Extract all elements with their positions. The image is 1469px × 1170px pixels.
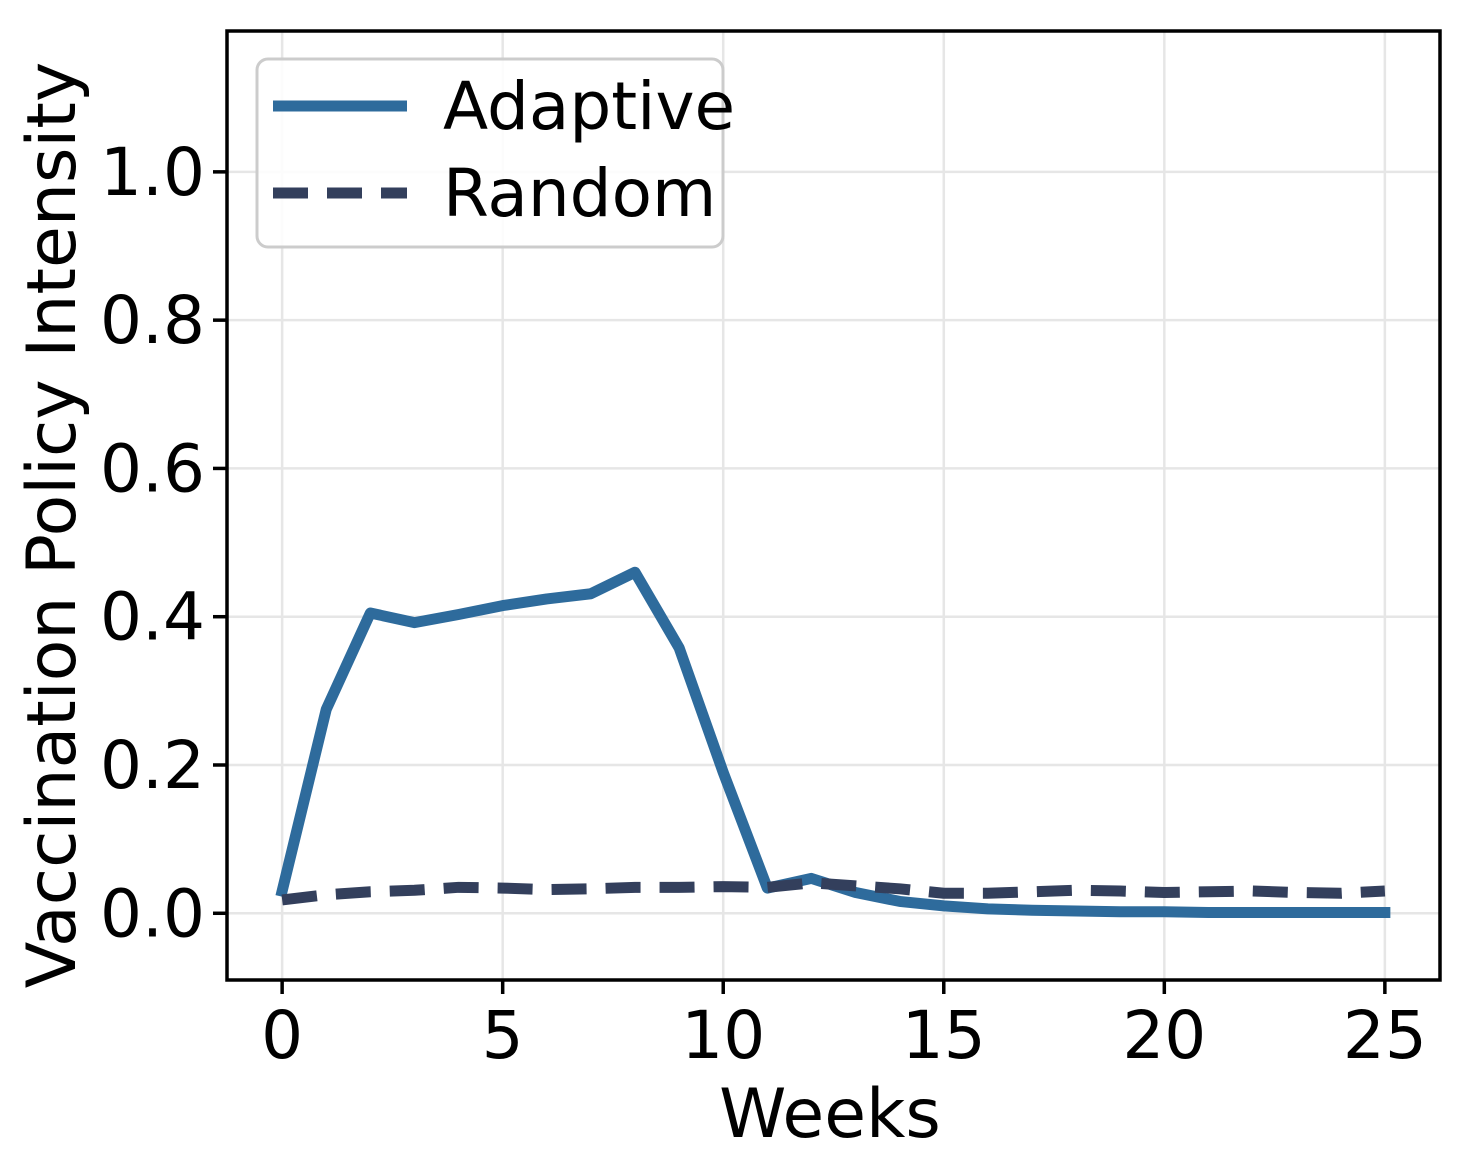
plot-frame <box>225 29 1442 982</box>
y-tick-label-4: 0.8 <box>100 282 205 359</box>
y-tick-label-2: 0.4 <box>100 579 205 656</box>
x-tick-label-1: 5 <box>482 997 524 1074</box>
y-tick-label-1: 0.2 <box>100 727 205 804</box>
legend-label-random: Random <box>443 155 716 232</box>
x-tick-label-3: 15 <box>902 997 986 1074</box>
random-line <box>281 877 1386 906</box>
x-tick-label-5: 25 <box>1343 997 1427 1074</box>
y-axis-label: Vaccination Policy Intensity <box>13 62 92 988</box>
x-tick-label-2: 10 <box>681 997 765 1074</box>
legend: Adaptive Random <box>255 57 735 249</box>
y-tick-label-0: 0.0 <box>100 875 205 952</box>
tick-layer: 0 5 10 15 20 25 0.0 0.2 0.4 0.6 0.8 1.0 <box>100 134 1427 1074</box>
x-axis-label: Weeks <box>719 1075 941 1154</box>
y-tick-label-5: 1.0 <box>100 134 205 211</box>
x-tick-label-4: 20 <box>1122 997 1206 1074</box>
series-layer <box>275 566 1391 919</box>
y-tick-label-3: 0.6 <box>100 430 205 507</box>
legend-label-adaptive: Adaptive <box>443 68 735 145</box>
x-tick-label-0: 0 <box>261 997 303 1074</box>
adaptive-line <box>275 566 1391 919</box>
